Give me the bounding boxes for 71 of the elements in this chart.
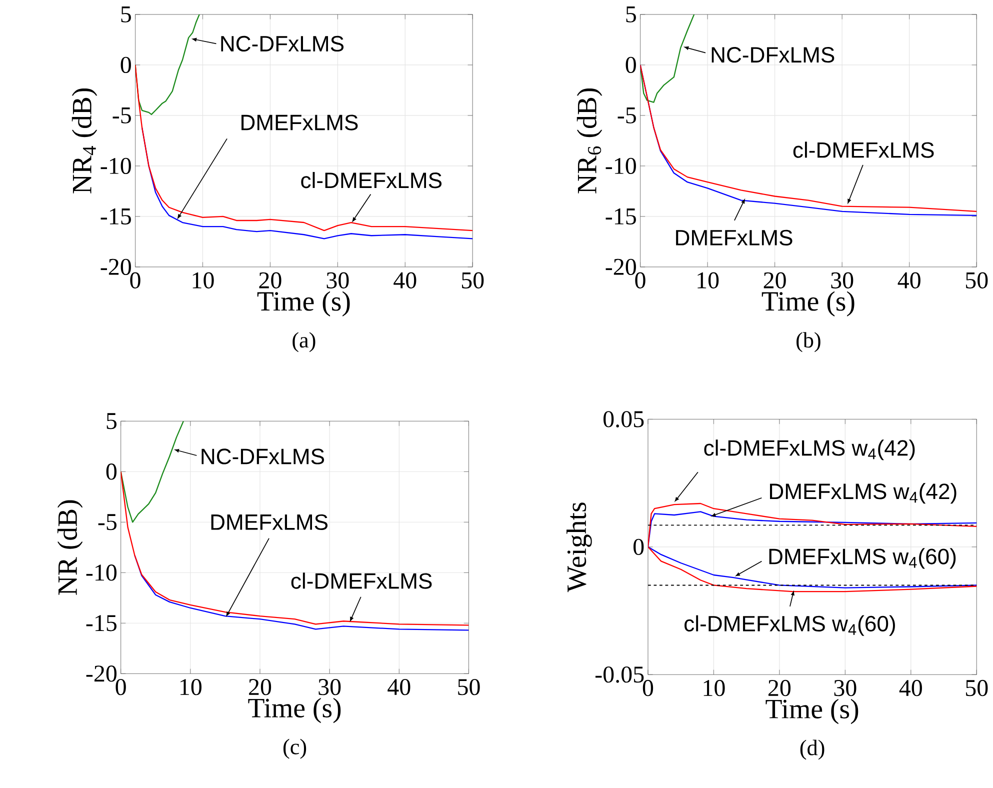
x-tick-label: 20 xyxy=(259,272,282,288)
y-tick-label: -15 xyxy=(606,208,636,224)
y-tick-label: -0.05 xyxy=(595,666,644,683)
y-tick-label: 0 xyxy=(626,56,636,73)
line-series xyxy=(120,470,469,626)
y-tick-label: -10 xyxy=(100,158,131,174)
y-tick-label: -5 xyxy=(618,107,636,124)
x-tick-label: 40 xyxy=(899,680,922,696)
y-tick-label: -15 xyxy=(100,208,131,224)
y-tick-label: -20 xyxy=(606,258,636,275)
line-series xyxy=(120,420,184,523)
y-axis-title: NR$_{6}$ (dB) xyxy=(576,88,602,194)
y-tick-label: 0.05 xyxy=(604,410,644,428)
x-axis-title: Time (s) xyxy=(257,291,350,316)
line-series xyxy=(640,14,695,103)
y-tick-label: -5 xyxy=(98,514,116,530)
annotation: cl-DMEFxLMS xyxy=(301,172,442,188)
annotation: cl-DMEFxLMS w$_{4}$(60) xyxy=(684,615,895,636)
x-tick-label: 40 xyxy=(898,272,920,288)
x-tick-label: 10 xyxy=(180,678,202,696)
text: (c) xyxy=(283,738,306,759)
annotation: cl-DMEFxLMS xyxy=(291,572,432,589)
annotation: DMEFxLMS w$_{4}$(60) xyxy=(769,548,956,569)
annotation: NC-DFxLMS xyxy=(712,46,834,63)
x-tick-label: 50 xyxy=(462,272,484,288)
annotation: DMEFxLMS xyxy=(211,514,328,530)
x-tick-label: 20 xyxy=(249,678,272,696)
text: (d) xyxy=(800,740,824,760)
x-tick-label: 30 xyxy=(831,272,854,288)
x-tick-label: 50 xyxy=(966,272,988,288)
y-tick-label: 0 xyxy=(634,538,644,555)
line-series xyxy=(135,64,473,232)
y-axis-title: Weights xyxy=(566,502,592,592)
line-series xyxy=(134,554,469,631)
y-tick-label: -10 xyxy=(606,158,636,174)
y-tick-label: 5 xyxy=(121,6,131,22)
y-tick-label: -15 xyxy=(86,614,116,632)
y-tick-label: -5 xyxy=(112,107,131,124)
y-axis-title: NR$_{4}$ (dB) xyxy=(72,88,98,194)
y-tick-label: 0 xyxy=(120,56,131,73)
x-axis-title: Time (s) xyxy=(762,291,854,316)
annotation: NC-DFxLMS xyxy=(221,36,344,52)
x-tick-label: 10 xyxy=(704,680,725,696)
annotation: NC-DFxLMS xyxy=(202,448,324,464)
y-tick-label: -20 xyxy=(86,665,117,682)
x-axis-title: Time (s) xyxy=(248,698,341,723)
annotation: DMEFxLMS w$_{4}$(42) xyxy=(770,482,956,504)
x-tick-label: 50 xyxy=(458,678,480,696)
y-tick-label: 0 xyxy=(106,463,117,480)
x-tick-label: 30 xyxy=(318,678,341,696)
x-tick-label: 20 xyxy=(768,680,791,696)
y-tick-label: 5 xyxy=(626,6,636,22)
annotation: DMEFxLMS xyxy=(676,230,792,246)
x-tick-label: 40 xyxy=(388,678,410,696)
x-tick-label: 40 xyxy=(394,272,416,288)
y-axis-title: NR (dB) xyxy=(57,500,83,595)
x-tick-label: 50 xyxy=(966,680,988,696)
y-tick-label: -20 xyxy=(100,258,131,275)
text: (b) xyxy=(796,332,820,352)
x-tick-label: 30 xyxy=(834,680,856,696)
annotation: cl-DMEFxLMS xyxy=(793,142,934,158)
x-tick-label: 10 xyxy=(192,272,214,288)
text: (a) xyxy=(292,332,316,352)
x-tick-label: 30 xyxy=(326,272,349,288)
annotation: DMEFxLMS xyxy=(242,114,358,130)
x-axis-title: Time (s) xyxy=(766,698,858,724)
annotation: cl-DMEFxLMS w$_{4}$(42) xyxy=(704,439,915,460)
y-tick-label: 5 xyxy=(106,413,116,429)
x-tick-label: 20 xyxy=(764,272,786,288)
x-tick-label: 10 xyxy=(698,272,719,288)
y-tick-label: -10 xyxy=(86,564,117,581)
